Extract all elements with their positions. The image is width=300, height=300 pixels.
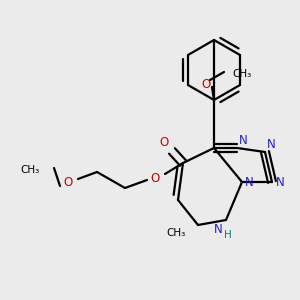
Text: O: O <box>150 172 160 184</box>
Text: H: H <box>224 230 232 240</box>
Text: N: N <box>267 138 276 151</box>
Text: O: O <box>159 136 169 149</box>
Text: N: N <box>245 176 254 188</box>
Text: O: O <box>202 77 211 91</box>
Text: N: N <box>239 134 248 147</box>
Text: CH₃: CH₃ <box>21 165 40 175</box>
Text: CH₃: CH₃ <box>232 69 251 79</box>
Text: N: N <box>214 223 223 236</box>
Text: CH₃: CH₃ <box>167 228 186 238</box>
Text: N: N <box>276 176 285 188</box>
Text: O: O <box>63 176 73 190</box>
